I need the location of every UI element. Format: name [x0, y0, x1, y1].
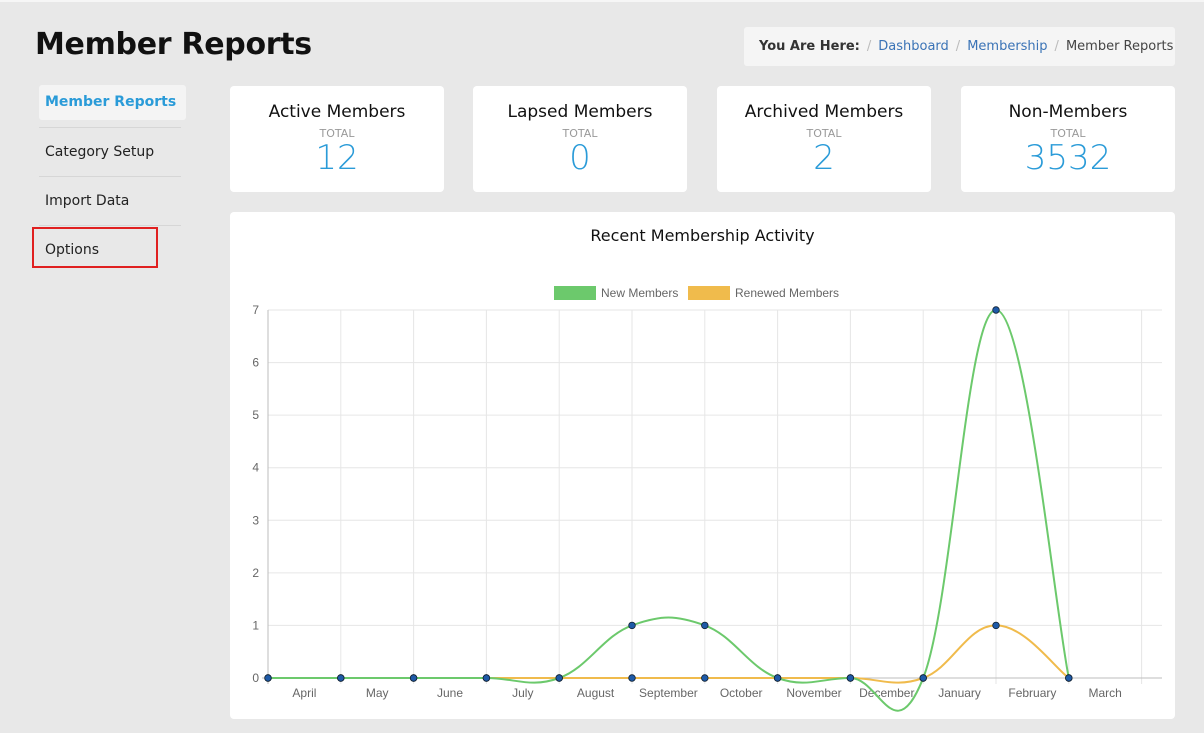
sidebar-divider: [39, 127, 181, 128]
y-tick-label: 4: [252, 461, 259, 475]
x-tick-label: June: [437, 686, 463, 700]
stat-card-title: Active Members: [268, 102, 406, 122]
stat-card-subtitle: TOTAL: [806, 127, 842, 140]
data-point-new-members: [555, 674, 563, 682]
data-point-new-members: [409, 674, 418, 682]
data-point-new-members: [992, 306, 1000, 314]
chart-title: Recent Membership Activity: [590, 226, 815, 245]
data-point-new-members: [628, 621, 636, 630]
sidebar-item-member-reports[interactable]: Member Reports: [39, 85, 186, 120]
y-tick-label: 2: [252, 566, 259, 580]
series-line-new-members: [268, 308, 1070, 712]
stat-card-lapsed-members: Lapsed Members TOTAL 0: [473, 86, 687, 192]
options-highlight-box: [32, 227, 158, 268]
data-point-renewed-members: [701, 674, 709, 682]
breadcrumb-label: You Are Here:: [759, 39, 860, 54]
data-point-new-members: [919, 674, 927, 682]
breadcrumb-current: Member Reports: [1065, 39, 1174, 54]
breadcrumb-separator: /: [955, 39, 961, 54]
x-tick-label: March: [1089, 686, 1122, 700]
sidebar-item-category-setup[interactable]: Category Setup: [45, 144, 155, 160]
x-tick-label: February: [1008, 686, 1056, 700]
stat-card-subtitle: TOTAL: [319, 127, 355, 140]
y-tick-label: 1: [252, 618, 259, 632]
y-tick-label: 6: [252, 356, 259, 370]
data-point-new-members: [482, 674, 491, 682]
stat-card-value: 3532: [1024, 138, 1112, 178]
top-edge: [0, 0, 1204, 2]
data-point-renewed-members: [992, 621, 1000, 630]
x-tick-label: August: [577, 686, 615, 700]
legend-label: New Members: [601, 286, 678, 300]
series-line-renewed-members: [268, 624, 1070, 684]
y-tick-label: 3: [252, 513, 259, 527]
y-tick-label: 5: [252, 408, 259, 422]
stat-card-value: 0: [569, 138, 591, 178]
breadcrumb-dashboard-link[interactable]: Dashboard: [878, 39, 949, 54]
x-tick-label: April: [292, 686, 316, 700]
x-tick-label: November: [786, 686, 841, 700]
data-point-new-members: [264, 674, 272, 682]
stat-card-title: Archived Members: [744, 102, 904, 122]
legend-swatch: [554, 286, 596, 300]
data-point-new-members: [1065, 674, 1073, 682]
sidebar-nav: Member Reports Category Setup Import Dat…: [39, 85, 186, 274]
stat-card-non-members: Non-Members TOTAL 3532: [961, 86, 1175, 192]
x-tick-label: January: [938, 686, 981, 700]
chart-panel: Recent Membership Activity 0 1 2 3 4 5 6 7 April…: [230, 212, 1175, 719]
stat-card-title: Non-Members: [1008, 102, 1128, 122]
legend-label: Renewed Members: [735, 286, 839, 300]
page-title: Member Reports: [35, 27, 312, 62]
data-point-renewed-members: [628, 674, 636, 682]
breadcrumb: You Are Here: / Dashboard / Membership /…: [744, 27, 1175, 66]
stat-card-subtitle: TOTAL: [562, 127, 598, 140]
sidebar-divider: [39, 176, 181, 177]
breadcrumb-separator: /: [1054, 39, 1059, 54]
stat-card-subtitle: TOTAL: [1050, 127, 1086, 140]
stat-card-active-members: Active Members TOTAL 12: [230, 86, 444, 192]
x-tick-label: December: [859, 686, 914, 700]
data-point-new-members: [846, 674, 855, 682]
stat-card-archived-members: Archived Members TOTAL 2: [717, 86, 931, 192]
data-point-new-members: [773, 674, 782, 682]
x-tick-label: October: [720, 686, 763, 700]
sidebar-item-import-data[interactable]: Import Data: [45, 193, 130, 209]
x-tick-label: May: [366, 686, 389, 700]
y-tick-label: 0: [252, 671, 259, 685]
x-tick-label: September: [639, 686, 698, 700]
x-tick-label: July: [512, 686, 533, 700]
stat-card-title: Lapsed Members: [507, 102, 653, 122]
y-tick-label: 7: [252, 303, 259, 317]
stat-card-value: 12: [315, 138, 359, 178]
legend-swatch: [688, 286, 730, 300]
data-point-new-members: [337, 674, 345, 682]
sidebar-divider: [39, 225, 181, 226]
data-point-new-members: [701, 621, 709, 630]
membership-activity-chart: 0 1 2 3 4 5 6 7 April May June July August September O…: [252, 286, 1162, 712]
stat-card-value: 2: [813, 138, 835, 178]
sidebar-item-options[interactable]: Options: [45, 242, 100, 258]
breadcrumb-membership-link[interactable]: Membership: [967, 39, 1048, 54]
breadcrumb-separator: /: [866, 39, 872, 54]
